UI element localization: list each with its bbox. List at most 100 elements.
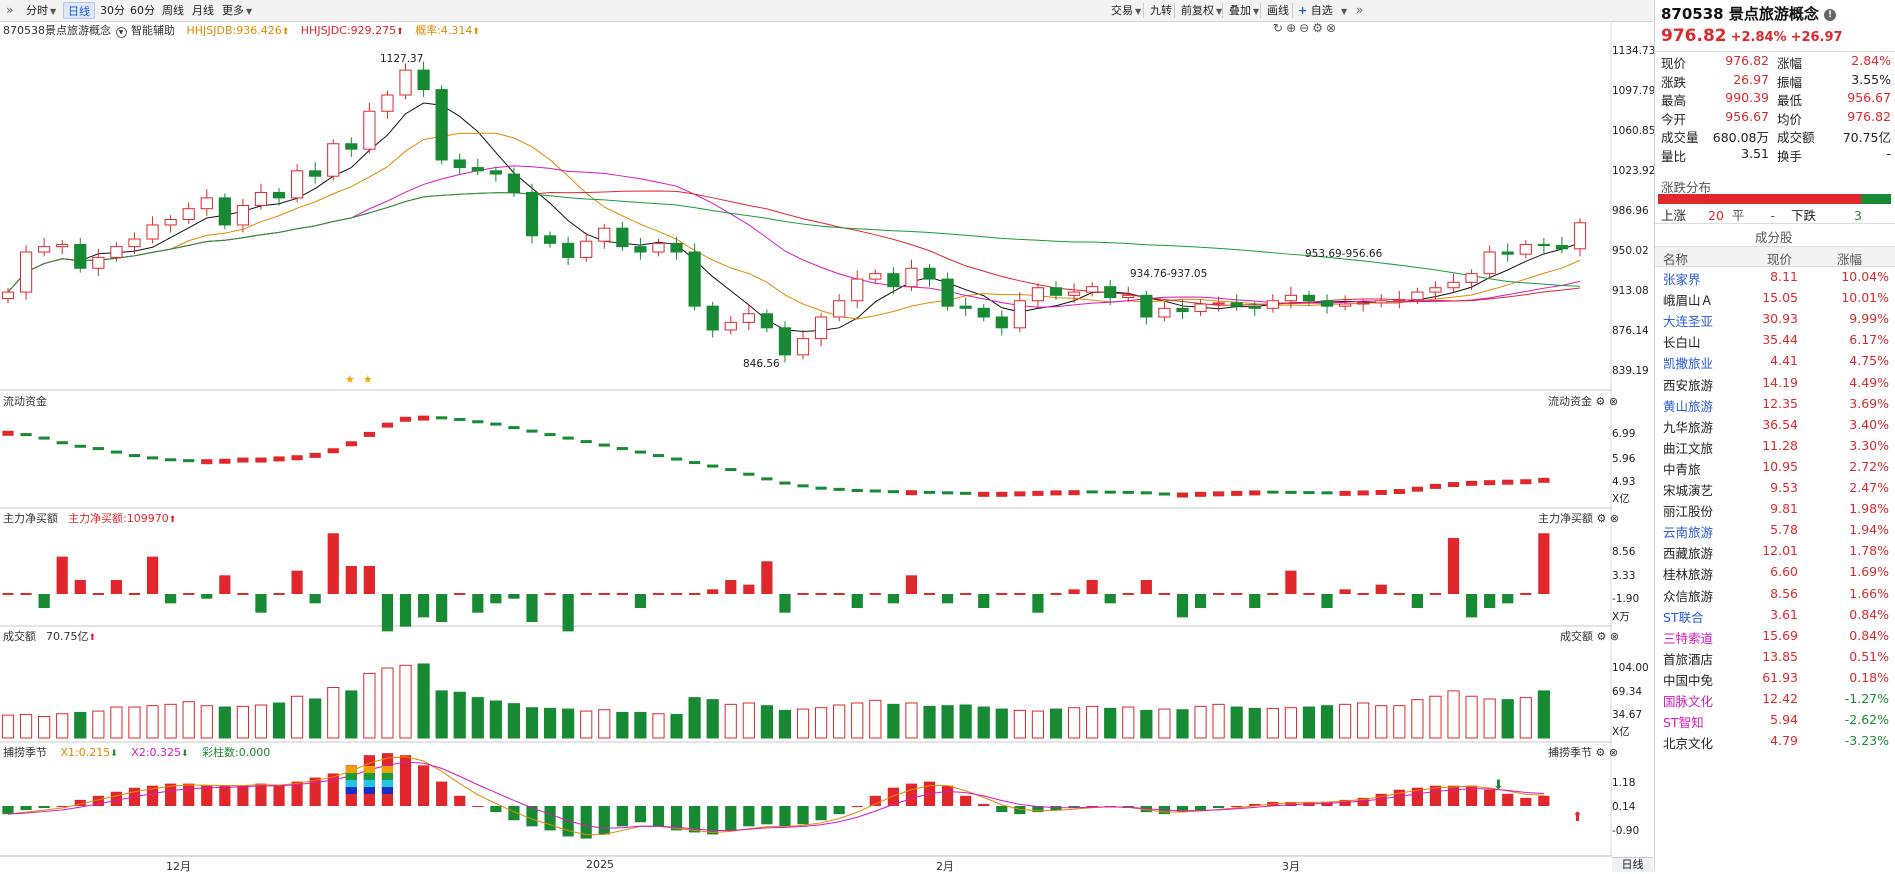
stock-pct: 3.69% bbox=[1849, 395, 1889, 411]
volume-bar bbox=[1158, 708, 1171, 739]
stock-name: ST智知 bbox=[1663, 715, 1704, 731]
unit-label: X万 bbox=[1612, 611, 1630, 623]
volume-bar bbox=[580, 710, 593, 739]
refresh-icon[interactable]: ↻ bbox=[1273, 21, 1287, 35]
season-bar bbox=[1231, 806, 1243, 807]
season-bar bbox=[399, 755, 412, 806]
tab-monthly[interactable]: 月线 bbox=[192, 4, 214, 17]
list-item[interactable]: 中国中免 61.93 0.18% bbox=[1655, 669, 1895, 689]
volume-bar bbox=[146, 705, 159, 739]
list-item[interactable]: 国脉文化 12.42 -1.27% bbox=[1655, 690, 1895, 710]
stock-price: 30.93 bbox=[1762, 311, 1798, 327]
draw-line-button[interactable]: 画线 bbox=[1267, 4, 1289, 17]
season-bar bbox=[598, 806, 610, 835]
quote-row: 成交量 680.08万 成交额 70.75亿 bbox=[1655, 126, 1895, 145]
list-item[interactable]: 张家界 8.11 10.04% bbox=[1655, 268, 1895, 288]
zoom-out-icon[interactable]: ⊖ bbox=[1299, 21, 1313, 35]
flow-panel-right-title: 流动资金 bbox=[1548, 395, 1592, 408]
list-item[interactable]: 首旅酒店 13.85 0.51% bbox=[1655, 648, 1895, 668]
netbuy-bar bbox=[905, 575, 918, 594]
list-item[interactable]: 北京文化 4.79 -3.23% bbox=[1655, 732, 1895, 752]
candle-body bbox=[236, 204, 249, 226]
price-chart-canvas[interactable] bbox=[0, 0, 1612, 871]
quote-stat-label: 涨幅 bbox=[1777, 56, 1803, 71]
tab-weekly[interactable]: 周线 bbox=[162, 4, 184, 17]
gear-icon[interactable]: ⚙ bbox=[1312, 21, 1326, 35]
gear-icon[interactable]: ⚙ bbox=[1595, 746, 1606, 759]
add-watchlist-button[interactable]: + 自选 bbox=[1294, 2, 1337, 19]
list-item[interactable]: 西藏旅游 12.01 1.78% bbox=[1655, 542, 1895, 562]
netbuy-bar bbox=[544, 593, 556, 595]
list-item[interactable]: 长白山 35.44 6.17% bbox=[1655, 331, 1895, 351]
list-item[interactable]: 凯撒旅业 4.41 4.75% bbox=[1655, 352, 1895, 372]
season-bar bbox=[1411, 787, 1423, 806]
list-item[interactable]: 宋城演艺 9.53 2.47% bbox=[1655, 479, 1895, 499]
chevron-down-icon: ▼ bbox=[50, 7, 57, 16]
flow-bar bbox=[905, 490, 918, 496]
close-icon[interactable]: ⊗ bbox=[1609, 512, 1620, 525]
season-bar bbox=[1194, 806, 1207, 811]
expand-icon[interactable]: » bbox=[6, 3, 14, 17]
header-name[interactable]: 名称 bbox=[1663, 252, 1689, 267]
stock-pct: -2.62% bbox=[1844, 712, 1889, 728]
list-item[interactable]: 黄山旅游 12.35 3.69% bbox=[1655, 395, 1895, 415]
list-item[interactable]: 桂林旅游 6.60 1.69% bbox=[1655, 563, 1895, 583]
netbuy-bar bbox=[1122, 593, 1134, 595]
tab-60min[interactable]: 60分 bbox=[130, 4, 155, 17]
unit-label: X亿 bbox=[1612, 493, 1630, 505]
smart-assist-label[interactable]: 智能辅助 bbox=[131, 24, 175, 37]
gear-icon[interactable]: ⚙ bbox=[1595, 395, 1606, 408]
overlay-button[interactable]: 叠加 ▼ bbox=[1225, 2, 1263, 19]
flow-bar bbox=[146, 456, 159, 460]
list-item[interactable]: 中青旅 10.95 2.72% bbox=[1655, 458, 1895, 478]
dropdown-icon[interactable]: ▼ bbox=[115, 27, 127, 38]
list-item[interactable]: 曲江文旅 11.28 3.30% bbox=[1655, 437, 1895, 457]
list-item[interactable]: 三特索道 15.69 0.84% bbox=[1655, 627, 1895, 647]
list-item[interactable]: 云南旅游 5.78 1.94% bbox=[1655, 521, 1895, 541]
stock-price: 61.93 bbox=[1762, 669, 1798, 685]
arrow-up-icon: ⬆ bbox=[1572, 810, 1583, 825]
nine-turn-button[interactable]: 九转 bbox=[1150, 4, 1172, 17]
list-item[interactable]: 丽江股份 9.81 1.98% bbox=[1655, 500, 1895, 520]
close-icon[interactable]: ⊗ bbox=[1325, 21, 1340, 35]
flow-bar bbox=[1447, 482, 1460, 488]
zoom-in-icon[interactable]: ⊕ bbox=[1286, 21, 1300, 35]
y-tick-label: 69.34 bbox=[1612, 686, 1643, 698]
season-color-block bbox=[363, 780, 375, 787]
watchlist-dropdown[interactable]: ▼ bbox=[1335, 2, 1351, 19]
list-item[interactable]: ST智知 5.94 -2.62% bbox=[1655, 711, 1895, 731]
list-item[interactable]: 西安旅游 14.19 4.49% bbox=[1655, 374, 1895, 394]
list-item[interactable]: 九华旅游 36.54 3.40% bbox=[1655, 416, 1895, 436]
gear-icon[interactable]: ⚙ bbox=[1596, 630, 1607, 643]
header-pct[interactable]: 涨幅 bbox=[1837, 252, 1863, 267]
y-tick-label: 3.33 bbox=[1612, 570, 1636, 582]
list-item[interactable]: 大连圣亚 30.93 9.99% bbox=[1655, 310, 1895, 330]
collapse-icon[interactable]: » bbox=[1356, 3, 1364, 17]
tab-30min[interactable]: 30分 bbox=[100, 4, 125, 17]
y-tick-label: 1.18 bbox=[1612, 777, 1636, 789]
gear-icon[interactable]: ⚙ bbox=[1596, 512, 1607, 525]
close-icon[interactable]: ⊗ bbox=[1608, 395, 1619, 408]
candle-body bbox=[1302, 294, 1316, 302]
list-item[interactable]: 众信旅游 8.56 1.66% bbox=[1655, 585, 1895, 605]
close-icon[interactable]: ⊗ bbox=[1609, 630, 1620, 643]
season-bar bbox=[1285, 801, 1297, 806]
info-icon[interactable]: ! bbox=[1824, 8, 1837, 21]
adjust-button[interactable]: 前复权 ▼ bbox=[1177, 2, 1226, 19]
tab-daily[interactable]: 日线 bbox=[63, 2, 95, 19]
period-indicator[interactable]: 日线 bbox=[1612, 857, 1653, 872]
tab-more[interactable]: 更多 ▼ bbox=[218, 2, 256, 19]
close-icon[interactable]: ⊗ bbox=[1608, 746, 1619, 759]
tab-intraday[interactable]: 分时 ▼ bbox=[22, 2, 60, 19]
netbuy-bar bbox=[833, 593, 845, 595]
divider bbox=[1143, 3, 1144, 18]
volume-bar bbox=[164, 703, 177, 739]
volume-bar bbox=[453, 691, 466, 739]
header-price[interactable]: 现价 bbox=[1767, 252, 1793, 267]
list-item[interactable]: ST联合 3.61 0.84% bbox=[1655, 606, 1895, 626]
season-bar bbox=[1465, 785, 1478, 806]
season-color-block bbox=[345, 780, 357, 787]
volume-bar bbox=[182, 701, 195, 739]
list-item[interactable]: 峨眉山Ａ 15.05 10.01% bbox=[1655, 289, 1895, 309]
trade-button[interactable]: 交易 ▼ bbox=[1107, 2, 1145, 19]
